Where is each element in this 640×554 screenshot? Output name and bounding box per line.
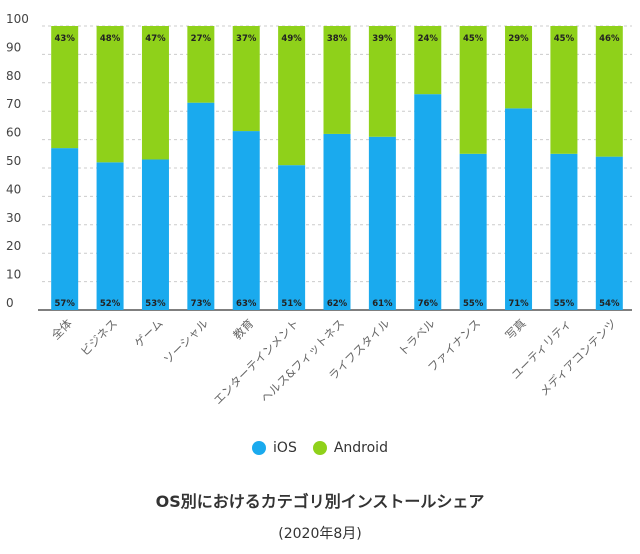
- data-label: 71%: [508, 299, 529, 309]
- bar-segment-ios: [550, 153, 578, 310]
- data-label: 47%: [145, 34, 166, 44]
- data-label: 76%: [418, 299, 439, 309]
- y-tick-label: 30: [6, 211, 21, 225]
- data-label: 39%: [372, 34, 393, 44]
- legend-swatch-ios: [252, 441, 267, 455]
- x-tick-label: トラベル: [395, 316, 437, 358]
- y-tick-label: 60: [6, 126, 21, 140]
- data-label: 61%: [372, 299, 393, 309]
- chart-legend: iOS Android: [0, 440, 640, 456]
- data-label: 45%: [463, 34, 484, 44]
- y-tick-label: 50: [6, 154, 21, 168]
- y-tick-label: 20: [6, 239, 21, 253]
- bar-segment-ios: [187, 102, 215, 311]
- data-label: 52%: [100, 299, 121, 309]
- y-tick-label: 80: [6, 69, 21, 83]
- y-tick-label: 40: [6, 182, 21, 196]
- x-tick-label: 全体: [49, 316, 76, 343]
- legend-item-android: Android: [312, 440, 388, 456]
- bar-segment-android: [505, 26, 533, 109]
- y-tick-label: 10: [6, 268, 21, 282]
- x-tick-label: ビジネス: [78, 316, 120, 358]
- legend-swatch-android: [312, 441, 327, 455]
- x-tick-label: メディアコンテンツ: [537, 316, 620, 399]
- data-label: 45%: [554, 34, 575, 44]
- bar-segment-ios: [232, 131, 260, 310]
- chart-subtitle: (2020年8月): [278, 526, 362, 542]
- bar-segment-ios: [368, 136, 396, 310]
- legend-label-ios: iOS: [273, 440, 297, 456]
- bar-segment-android: [187, 26, 215, 103]
- legend-item-ios: iOS: [252, 440, 297, 456]
- x-tick-label: 写真: [502, 316, 528, 342]
- y-tick-label: 70: [6, 97, 21, 111]
- stacked-bar-chart: 0 10 20 30 40 50 60 70 80 90 100 57% 43% 全体 52% 48% ビジネス…: [6, 12, 632, 407]
- bar-segment-android: [141, 26, 169, 160]
- bar-segment-android: [51, 26, 79, 149]
- data-label: 62%: [327, 299, 348, 309]
- data-label: 57%: [55, 299, 76, 309]
- data-label: 55%: [554, 299, 575, 309]
- data-label: 46%: [599, 34, 620, 44]
- legend-label-android: Android: [333, 440, 388, 456]
- y-tick-label: 90: [6, 40, 21, 54]
- data-label: 51%: [281, 299, 302, 309]
- data-label: 48%: [100, 34, 121, 44]
- bar-segment-ios: [141, 159, 169, 310]
- bar-segment-android: [595, 26, 623, 157]
- bar-segment-android: [550, 26, 578, 154]
- bar-segment-ios: [595, 156, 623, 310]
- bar-segment-android: [414, 26, 442, 95]
- bar-segment-ios: [96, 162, 124, 310]
- data-label: 43%: [55, 34, 76, 44]
- y-tick-label: 0: [6, 296, 14, 310]
- data-label: 38%: [327, 34, 348, 44]
- bar-segment-ios: [51, 148, 79, 310]
- data-label: 53%: [145, 299, 166, 309]
- x-tick-label: ソーシャル: [161, 316, 211, 366]
- data-label: 29%: [508, 34, 529, 44]
- bar-segment-ios: [414, 94, 442, 310]
- bar-segment-ios: [505, 108, 533, 310]
- bar-segment-android: [459, 26, 487, 154]
- x-tick-label: ゲーム: [132, 316, 166, 350]
- data-label: 49%: [281, 34, 302, 44]
- bar-segment-android: [96, 26, 124, 163]
- bar-segment-android: [232, 26, 260, 132]
- x-tick-label: ヘルス&フィットネス: [258, 316, 347, 405]
- data-label: 73%: [191, 299, 212, 309]
- chart-title: OS別におけるカテゴリ別インストールシェア: [155, 492, 485, 511]
- x-tick-label: 教育: [230, 316, 256, 342]
- data-label: 24%: [418, 34, 439, 44]
- bar-segment-android: [323, 26, 351, 134]
- x-tick-label: エンターテインメント: [211, 316, 302, 407]
- data-label: 55%: [463, 299, 484, 309]
- data-label: 54%: [599, 299, 620, 309]
- y-tick-label: 100: [6, 12, 29, 26]
- bar-segment-ios: [459, 153, 487, 310]
- data-label: 37%: [236, 34, 257, 44]
- bar-segment-ios: [323, 133, 351, 310]
- bar-segment-ios: [278, 165, 306, 310]
- data-label: 27%: [191, 34, 212, 44]
- bar-segment-android: [278, 26, 306, 166]
- data-label: 63%: [236, 299, 257, 309]
- bar-segment-android: [368, 26, 396, 137]
